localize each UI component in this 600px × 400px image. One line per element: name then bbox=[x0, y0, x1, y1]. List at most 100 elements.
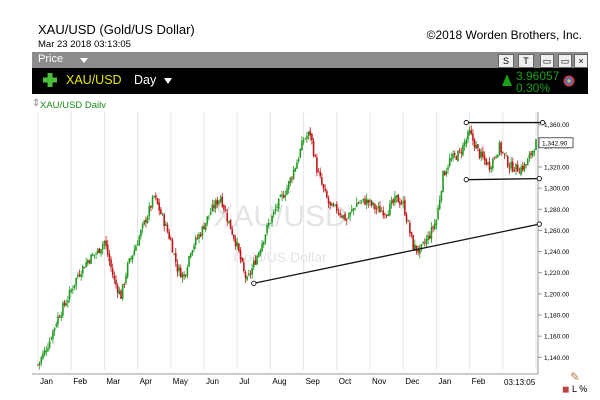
candle-body bbox=[360, 200, 363, 202]
x-tick-label: Feb bbox=[472, 377, 486, 386]
candle-body bbox=[256, 256, 258, 265]
candle-body bbox=[125, 275, 127, 283]
x-tick-label: Jan bbox=[438, 377, 451, 386]
candle-body bbox=[354, 208, 356, 210]
candle-body bbox=[490, 167, 492, 170]
candle-body bbox=[262, 241, 265, 245]
candle-body bbox=[520, 167, 522, 175]
window-icon[interactable]: ▭ bbox=[558, 54, 572, 68]
candle-body bbox=[349, 212, 351, 217]
percent-scale-toggle[interactable]: % bbox=[579, 384, 588, 394]
candle-body bbox=[526, 159, 529, 166]
candle-body bbox=[462, 144, 464, 155]
candle-body bbox=[435, 220, 438, 226]
candle-body bbox=[48, 340, 51, 349]
candle-body bbox=[500, 142, 502, 153]
price-menu-label[interactable]: Price bbox=[38, 53, 64, 65]
candle-body bbox=[106, 244, 109, 255]
candle-body bbox=[116, 285, 119, 293]
candle-body bbox=[189, 253, 192, 258]
candle-body bbox=[224, 209, 227, 212]
candle-body bbox=[160, 209, 162, 214]
candle-body bbox=[277, 198, 280, 209]
s-button[interactable]: S bbox=[498, 54, 514, 68]
period-dropdown-icon[interactable] bbox=[164, 78, 172, 84]
candle-body bbox=[515, 163, 517, 171]
candle-body bbox=[115, 279, 117, 285]
candle-body bbox=[88, 260, 91, 263]
t-button[interactable]: T bbox=[518, 54, 534, 68]
symbol-label[interactable]: XAU/USD bbox=[66, 73, 122, 87]
candle-body bbox=[77, 275, 79, 277]
candle-body bbox=[309, 130, 312, 136]
candle-body bbox=[339, 213, 341, 216]
linear-scale-toggle[interactable]: L bbox=[572, 384, 577, 394]
alert-icon[interactable]: ◼ bbox=[562, 384, 570, 394]
candle-body bbox=[176, 263, 179, 272]
candle-body bbox=[497, 154, 499, 158]
candle-body bbox=[425, 239, 428, 244]
candle-body bbox=[228, 221, 230, 223]
candle-body bbox=[394, 196, 396, 203]
watermark-name: Gold/US Dollar bbox=[233, 249, 327, 265]
candle-body bbox=[465, 139, 468, 144]
candle-body bbox=[336, 204, 338, 212]
candle-body bbox=[332, 204, 335, 206]
y-tick-label: 1,260.00 bbox=[544, 228, 570, 235]
price-menu-caret-icon[interactable] bbox=[80, 58, 88, 63]
candle-body bbox=[422, 242, 424, 244]
drag-handle-icon[interactable]: ⇕ bbox=[32, 98, 41, 109]
trendline-handle bbox=[536, 221, 542, 227]
candle-body bbox=[229, 219, 232, 230]
candle-body bbox=[331, 203, 333, 206]
candle-body bbox=[113, 275, 116, 280]
candle-body bbox=[42, 353, 44, 359]
save-icon[interactable]: ▭ bbox=[540, 54, 554, 68]
candle-body bbox=[60, 315, 63, 318]
candle-body bbox=[52, 330, 54, 340]
price-toolbar: Price S T ▭ ▭ × bbox=[32, 52, 588, 68]
candle-body bbox=[445, 171, 448, 175]
candle-body bbox=[472, 133, 474, 141]
candle-body bbox=[145, 219, 147, 223]
candle-body bbox=[475, 144, 478, 149]
candle-body bbox=[150, 205, 152, 208]
x-tick-label: Apr bbox=[140, 377, 153, 386]
candle-body bbox=[118, 290, 121, 294]
candle-body bbox=[404, 200, 406, 215]
candle-body bbox=[111, 268, 114, 276]
candle-body bbox=[143, 220, 146, 225]
candle-body bbox=[302, 140, 305, 142]
candle-body bbox=[415, 245, 418, 251]
y-tick-label: 1,320.00 bbox=[544, 164, 570, 171]
candle-body bbox=[340, 216, 343, 218]
candle-body bbox=[528, 154, 531, 159]
candle-body bbox=[407, 221, 409, 223]
candle-body bbox=[82, 265, 84, 274]
candle-body bbox=[508, 167, 511, 169]
candle-body bbox=[248, 273, 250, 276]
candle-body bbox=[530, 152, 532, 156]
candle-body bbox=[483, 155, 486, 160]
y-tick-label: 1,200.00 bbox=[544, 291, 570, 298]
candle-body bbox=[294, 168, 297, 172]
candle-body bbox=[304, 138, 307, 140]
candle-body bbox=[269, 223, 272, 225]
settings-icon[interactable] bbox=[562, 74, 576, 88]
candle-body bbox=[279, 195, 282, 198]
symbol-bar: XAU/USD Day 3.96057 0.30% bbox=[32, 68, 588, 95]
candle-body bbox=[370, 200, 373, 206]
candlestick-series bbox=[37, 125, 537, 370]
add-icon[interactable] bbox=[42, 72, 58, 88]
pencil-icon[interactable]: ✎ bbox=[570, 370, 581, 384]
candle-body bbox=[58, 317, 61, 318]
price-change: 3.96057 bbox=[516, 69, 560, 83]
trendline-handle bbox=[463, 119, 469, 126]
close-icon[interactable]: × bbox=[574, 54, 588, 68]
candle-body bbox=[493, 157, 496, 159]
candle-body bbox=[126, 263, 129, 277]
period-selector[interactable]: Day bbox=[134, 73, 157, 87]
candle-body bbox=[453, 153, 456, 156]
candle-body bbox=[184, 274, 187, 277]
trendline-handle bbox=[539, 119, 546, 126]
